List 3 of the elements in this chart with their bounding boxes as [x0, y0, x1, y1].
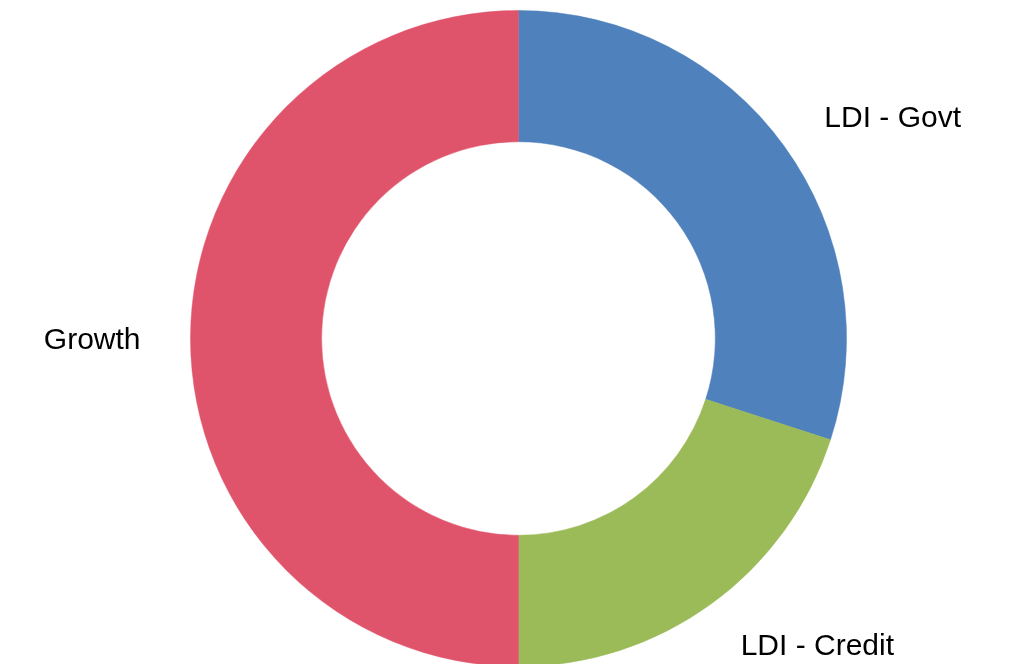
slice-label: Growth: [43, 322, 141, 355]
slice-label: LDI - Govt: [824, 99, 962, 133]
slice-label: LDI - Credit: [740, 627, 895, 661]
